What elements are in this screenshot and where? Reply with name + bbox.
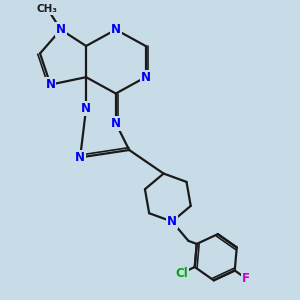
Text: N: N xyxy=(56,23,66,36)
Text: CH₃: CH₃ xyxy=(37,4,58,14)
Text: N: N xyxy=(111,117,121,130)
Text: N: N xyxy=(167,215,177,228)
Text: N: N xyxy=(45,78,56,91)
Text: N: N xyxy=(81,102,91,115)
Text: F: F xyxy=(242,272,250,285)
Text: N: N xyxy=(111,23,121,36)
Text: N: N xyxy=(75,151,85,164)
Text: Cl: Cl xyxy=(175,267,188,280)
Text: N: N xyxy=(140,71,151,84)
